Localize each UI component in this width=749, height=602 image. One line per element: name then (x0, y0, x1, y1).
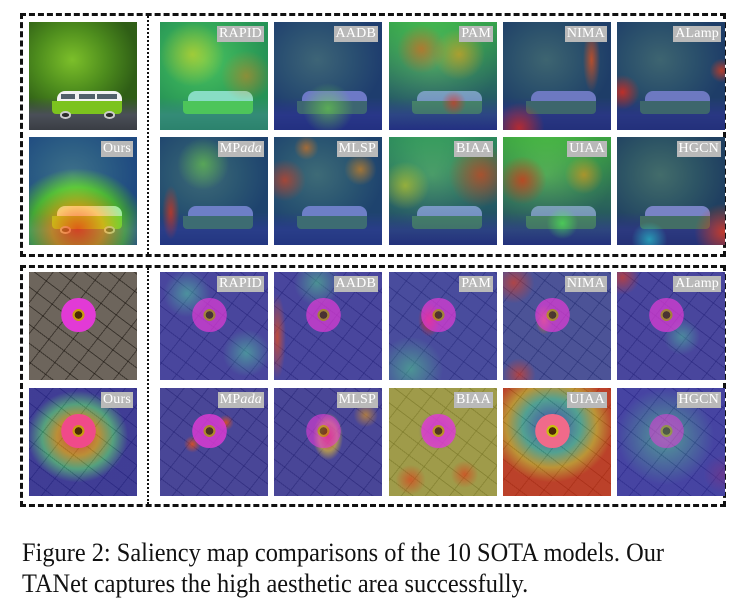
model-label: BIAA (453, 392, 493, 408)
saliency-map-pam-van: PAM (389, 22, 497, 130)
saliency-map-alamp-van: ALamp (617, 22, 725, 130)
saliency-map-nima-flower: NIMA (503, 272, 611, 380)
model-label: PAM (459, 276, 493, 292)
saliency-map-rapid-van: RAPID (160, 22, 268, 130)
flower-shape (61, 297, 96, 333)
model-label: MPada (217, 392, 264, 408)
model-label: UIAA (567, 392, 607, 408)
model-label: RAPID (216, 276, 264, 292)
model-label: MLSP (336, 141, 378, 157)
model-label: AADB (333, 26, 378, 42)
saliency-map-ours-van: Ours (29, 137, 137, 245)
original-image-flower (29, 272, 137, 380)
saliency-map-pam-flower: PAM (389, 272, 497, 380)
saliency-map-mlsp-van: MLSP (274, 137, 382, 245)
saliency-map-rapid-flower: RAPID (160, 272, 268, 380)
saliency-map-aadb-flower: AADB (274, 272, 382, 380)
saliency-map-alamp-flower: ALamp (617, 272, 725, 380)
saliency-map-uiaa-flower: UIAA (503, 388, 611, 496)
saliency-map-aadb-van: AADB (274, 22, 382, 130)
model-label: Ours (100, 392, 133, 408)
saliency-map-hgcn-van: HGCN (617, 137, 725, 245)
model-label: RAPID (216, 26, 264, 42)
original-image-van (29, 22, 137, 130)
model-label: PAM (459, 26, 493, 42)
figure-caption-line-1: Figure 2: Saliency map comparisons of th… (22, 537, 665, 567)
group-separator-van (147, 16, 149, 254)
model-label: UIAA (567, 141, 607, 157)
saliency-map-mlsp-flower: MLSP (274, 388, 382, 496)
group-box-van (20, 13, 726, 257)
model-label: Ours (100, 141, 133, 157)
model-label: ALamp (673, 26, 721, 42)
model-label: MLSP (336, 392, 378, 408)
saliency-map-nima-van: NIMA (503, 22, 611, 130)
saliency-map-mpada-van: MPada (160, 137, 268, 245)
model-label: NIMA (564, 26, 607, 42)
model-label: NIMA (564, 276, 607, 292)
figure-caption-line-2: TANet captures the high aesthetic area s… (22, 568, 529, 598)
van-shape (51, 91, 122, 119)
model-label: ALamp (673, 276, 721, 292)
model-label: MPada (217, 141, 264, 157)
model-label: HGCN (676, 141, 721, 157)
group-box-flower (20, 265, 726, 507)
model-label: HGCN (676, 392, 721, 408)
saliency-map-biaa-van: BIAA (389, 137, 497, 245)
saliency-map-hgcn-flower: HGCN (617, 388, 725, 496)
saliency-map-mpada-flower: MPada (160, 388, 268, 496)
model-label: BIAA (453, 141, 493, 157)
model-label: AADB (333, 276, 378, 292)
saliency-map-biaa-flower: BIAA (389, 388, 497, 496)
group-separator-flower (147, 268, 149, 504)
saliency-map-ours-flower: Ours (29, 388, 137, 496)
saliency-map-uiaa-van: UIAA (503, 137, 611, 245)
